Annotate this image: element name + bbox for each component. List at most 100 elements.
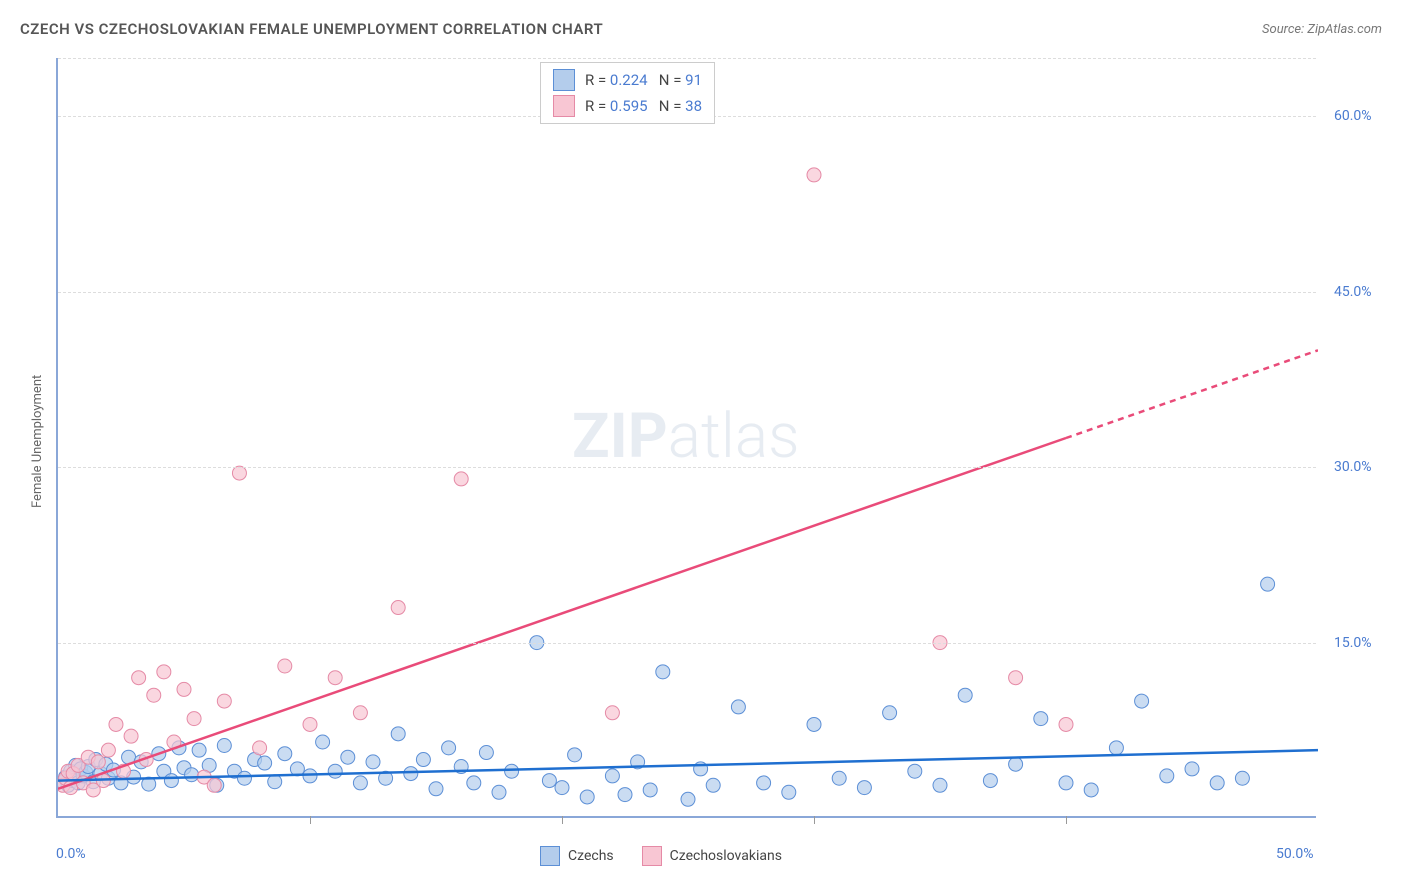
czechs-point <box>341 750 355 764</box>
gridline <box>58 467 1316 468</box>
legend-stat-text: R = 0.224 N = 91 <box>585 71 702 89</box>
czechs-point <box>983 774 997 788</box>
czechs-point <box>656 665 670 679</box>
y-tick-label: 15.0% <box>1334 635 1406 651</box>
czechoslovakians-point <box>1059 717 1073 731</box>
x-tick <box>1066 816 1067 824</box>
legend-swatch-czechoslovakians <box>642 846 662 866</box>
czechs-point <box>217 739 231 753</box>
y-axis-label: Female Unemployment <box>30 375 45 508</box>
x-tick <box>562 816 563 824</box>
czechs-point <box>580 790 594 804</box>
czechs-point <box>1235 771 1249 785</box>
czechs-point <box>404 767 418 781</box>
czechoslovakians-point <box>1009 671 1023 685</box>
czechoslovakians-point <box>253 741 267 755</box>
czechs-point <box>1185 762 1199 776</box>
czechoslovakians-point <box>217 694 231 708</box>
czechs-point <box>832 771 846 785</box>
czechs-point <box>1009 757 1023 771</box>
czechs-point <box>303 769 317 783</box>
czechs-point <box>618 788 632 802</box>
czechoslovakians-point <box>605 706 619 720</box>
czechs-point <box>258 756 272 770</box>
czechs-point <box>605 769 619 783</box>
chart-svg <box>58 58 1318 818</box>
czechs-point <box>681 792 695 806</box>
czechoslovakians-point <box>807 168 821 182</box>
czechoslovakians-point <box>454 472 468 486</box>
czechs-point <box>555 781 569 795</box>
czechoslovakians-point <box>147 688 161 702</box>
gridline <box>58 292 1316 293</box>
czechs-point <box>328 764 342 778</box>
czechoslovakians-point <box>328 671 342 685</box>
gridline <box>58 643 1316 644</box>
czechoslovakians-point <box>124 729 138 743</box>
czechs-point <box>542 774 556 788</box>
czechs-point <box>467 776 481 790</box>
legend-stat-row-czechoslovakians: R = 0.595 N = 38 <box>553 95 702 117</box>
czechs-point <box>429 782 443 796</box>
czechs-point <box>316 735 330 749</box>
czechs-point <box>933 778 947 792</box>
y-tick-label: 30.0% <box>1334 459 1406 475</box>
legend-series: Czechs Czechoslovakians <box>540 846 782 866</box>
czechs-point <box>237 771 251 785</box>
czechs-point <box>479 746 493 760</box>
czechs-point <box>1109 741 1123 755</box>
czechs-point <box>366 755 380 769</box>
czechs-point <box>278 747 292 761</box>
legend-swatch-czechs <box>553 69 575 91</box>
y-tick-label: 45.0% <box>1334 284 1406 300</box>
czechs-point <box>643 783 657 797</box>
x-tick <box>310 816 311 824</box>
legend-swatch-czechs <box>540 846 560 866</box>
czechs-point <box>731 700 745 714</box>
czechs-point <box>1034 712 1048 726</box>
czechoslovakians-point <box>157 665 171 679</box>
czechs-point <box>757 776 771 790</box>
czechs-point <box>1160 769 1174 783</box>
czechoslovakians-point <box>91 755 105 769</box>
legend-label: Czechoslovakians <box>670 848 782 864</box>
x-tick <box>814 816 815 824</box>
czechoslovakians-point <box>353 706 367 720</box>
czechoslovakians-point <box>207 778 221 792</box>
czechoslovakians-point <box>187 712 201 726</box>
czechs-point <box>164 774 178 788</box>
gridline <box>58 58 1316 59</box>
legend-label: Czechs <box>568 848 614 864</box>
czechs-point <box>1084 783 1098 797</box>
legend-item-czechoslovakians: Czechoslovakians <box>642 846 782 866</box>
plot-area: ZIPatlas <box>56 58 1316 818</box>
czechoslovakians-point <box>109 717 123 731</box>
legend-stat-text: R = 0.595 N = 38 <box>585 97 702 115</box>
legend-item-czechs: Czechs <box>540 846 614 866</box>
czechs-point <box>185 768 199 782</box>
czechs-point <box>268 775 282 789</box>
x-axis-min-label: 0.0% <box>56 846 86 862</box>
legend-swatch-czechoslovakians <box>553 95 575 117</box>
czechs-point <box>1261 577 1275 591</box>
chart-container: CZECH VS CZECHOSLOVAKIAN FEMALE UNEMPLOY… <box>0 0 1406 892</box>
czechs-point <box>807 717 821 731</box>
x-axis-max-label: 50.0% <box>1276 846 1314 862</box>
czechoslovakians-point <box>101 743 115 757</box>
czechs-point <box>782 785 796 799</box>
czechoslovakians-point <box>303 717 317 731</box>
source-label: Source: ZipAtlas.com <box>1262 22 1382 37</box>
czechoslovakians-point <box>132 671 146 685</box>
czechs-point <box>908 764 922 778</box>
czechs-point <box>442 741 456 755</box>
czechoslovakians-point <box>278 659 292 673</box>
czechs-point <box>1210 776 1224 790</box>
czechs-point <box>353 776 367 790</box>
chart-title: CZECH VS CZECHOSLOVAKIAN FEMALE UNEMPLOY… <box>20 20 603 38</box>
legend-stat-row-czechs: R = 0.224 N = 91 <box>553 69 702 91</box>
y-tick-label: 60.0% <box>1334 108 1406 124</box>
czechs-point <box>192 743 206 757</box>
czechs-point <box>391 727 405 741</box>
czechs-point <box>568 748 582 762</box>
czechoslovakians-point <box>391 601 405 615</box>
